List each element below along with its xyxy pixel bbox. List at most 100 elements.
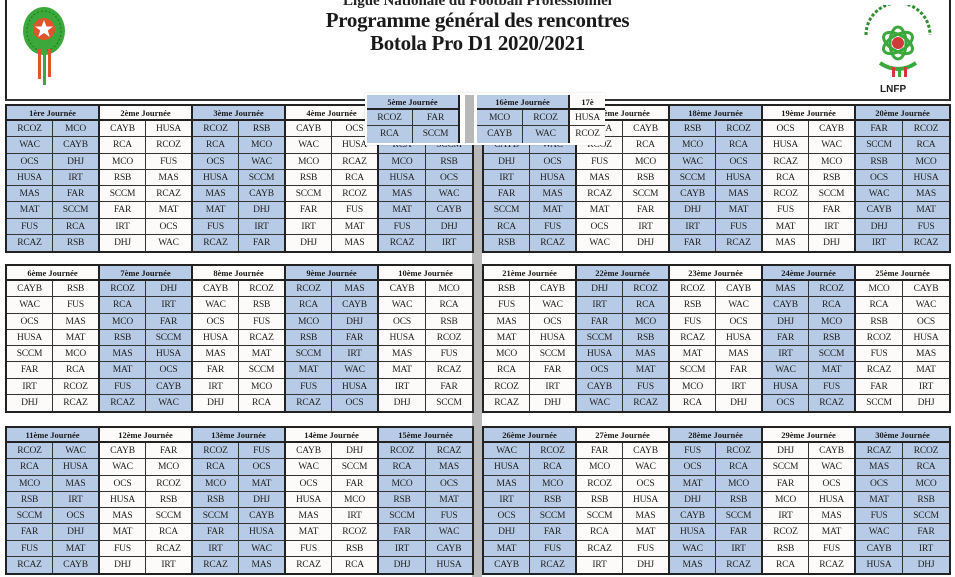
team-away: RCAZ [622, 395, 668, 412]
team-away: OCS [145, 218, 191, 235]
match-row: RCAZ RCOZ [856, 443, 949, 460]
team-away: FUS [145, 153, 191, 169]
team-home: MAS [193, 346, 238, 362]
match-row: FUS MCO [577, 153, 668, 170]
team-away: SCCM [425, 395, 472, 412]
team-home: MCO [856, 281, 902, 297]
team-away: DHJ [808, 235, 854, 252]
journee-header: 18ème Journée [670, 106, 761, 121]
team-away: MCO [238, 378, 284, 395]
team-home: MAT [484, 540, 529, 557]
team-away: RSB [715, 491, 761, 508]
team-home: HUSA [856, 557, 902, 574]
team-home: OCS [379, 313, 425, 329]
team-away: MCO [808, 153, 854, 169]
team-away: SCCM [622, 186, 668, 202]
journee-7: 7ème Journée RCOZ DHJ RCA IRT MCO FAR RSB SC… [100, 266, 193, 412]
match-row: RCOZ SCCM [763, 186, 854, 203]
match-row: RCOZ RCAZ [379, 443, 472, 460]
match-row: DHJ RCA [193, 395, 284, 412]
match-row: MAS SCCM [100, 508, 191, 525]
team-away: RCA [529, 459, 575, 475]
match-row: WAC DHJ [577, 235, 668, 252]
match-row: FAR FUS [286, 202, 377, 219]
match-row: HUSA RCOZ [379, 329, 472, 347]
journee-header: 9ème Journée [286, 266, 377, 281]
journee-header: 29ème Journée [763, 428, 854, 443]
match-row: HUSA DHJ [856, 557, 949, 574]
match-row: IRT CAYB [379, 540, 472, 558]
team-away: MCO [902, 153, 949, 169]
match-row: WAC HUSA [286, 137, 377, 154]
team-home: MAT [379, 362, 425, 378]
match-row: FAR OCS [763, 475, 854, 492]
frame-border-left [5, 0, 7, 100]
team-away: FUS [808, 378, 854, 395]
team-home: CAYB [477, 126, 522, 143]
team-away: DHJ [331, 443, 377, 459]
team-home: RCOZ [379, 443, 425, 459]
match-row: DHJ RCOZ [577, 281, 668, 298]
team-away: RSB [902, 491, 949, 508]
team-away: MCO [52, 346, 98, 362]
team-home: MCO [484, 346, 529, 362]
team-home: OCS [856, 475, 902, 491]
match-row: RCOZ FUS [193, 443, 284, 460]
match-row: WAC SCCM [286, 459, 377, 476]
journee-header: 1ère Journée [7, 106, 98, 121]
journee-9: 9ème Journée RCOZ MAS RCA CAYB MCO DHJ RSB F… [286, 266, 379, 412]
team-home: MAT [7, 202, 52, 218]
team-away: RSB [425, 153, 472, 169]
match-row: RCA MCO [193, 137, 284, 154]
team-home: OCS [577, 362, 622, 378]
match-row: RSB MAS [100, 169, 191, 187]
team-away: DHJ [238, 202, 284, 218]
team-away: OCS [238, 459, 284, 475]
match-row: SCCM RCA [856, 137, 949, 154]
team-home: HUSA [763, 137, 808, 153]
team-away: RSB [52, 281, 98, 297]
team-away: RCOZ [238, 281, 284, 297]
team-home: RCOZ [7, 443, 52, 459]
journee-30: 30ème Journée RCAZ RCOZ MAS RCA OCS MCO MAT… [856, 428, 949, 574]
team-home: SCCM [670, 169, 715, 186]
team-home: RCA [763, 169, 808, 186]
team-home: RCA [484, 362, 529, 378]
team-home: RCAZ [577, 540, 622, 557]
team-away: MAS [331, 235, 377, 252]
team-home: RSB [763, 540, 808, 557]
match-row: RCA WAC [856, 297, 949, 314]
match-row: MCO WAC [577, 459, 668, 476]
journee-2: 2ème Journée CAYB HUSA RCA RCOZ MCO FUS RSB… [100, 106, 193, 252]
match-row: CAYB FAR [100, 443, 191, 460]
team-away: SCCM [145, 329, 191, 346]
match-row: RCA IRT [100, 297, 191, 314]
match-row: IRT FAR [379, 378, 472, 396]
team-home: SCCM [577, 329, 622, 346]
journee-header: 7ème Journée [100, 266, 191, 281]
team-home: MCO [286, 153, 331, 169]
journee-10: 10ème Journée CAYB MCO WAC RCA OCS RSB HUSA… [379, 266, 472, 412]
match-row: FAR DHJ [7, 524, 98, 541]
team-home: RCOZ [100, 281, 145, 297]
match-row: IRT FUS [670, 218, 761, 236]
team-away: RCOZ [902, 121, 949, 137]
journee-header: 30ème Journée [856, 428, 949, 443]
journee-20: 20ème Journée FAR RCOZ SCCM RCA RSB MCO OCS… [856, 106, 949, 252]
team-away: CAYB [529, 281, 575, 297]
team-away: RCAZ [145, 540, 191, 557]
match-row: FAR RCOZ [856, 121, 949, 138]
team-away: MAT [808, 524, 854, 540]
journee-header: 23ème Journée [670, 266, 761, 281]
team-home: IRT [763, 346, 808, 362]
match-row: OCS RCA [670, 459, 761, 476]
team-away: IRT [902, 378, 949, 395]
team-home: CAYB [577, 378, 622, 395]
team-home: DHJ [193, 395, 238, 412]
team-home: RSB [856, 313, 902, 329]
team-away: WAC [522, 126, 568, 143]
journee-header: 22ème Journée [577, 266, 668, 281]
match-row: RSB SCCM [100, 329, 191, 347]
team-away: MCO [145, 459, 191, 475]
team-home: SCCM [379, 508, 425, 524]
